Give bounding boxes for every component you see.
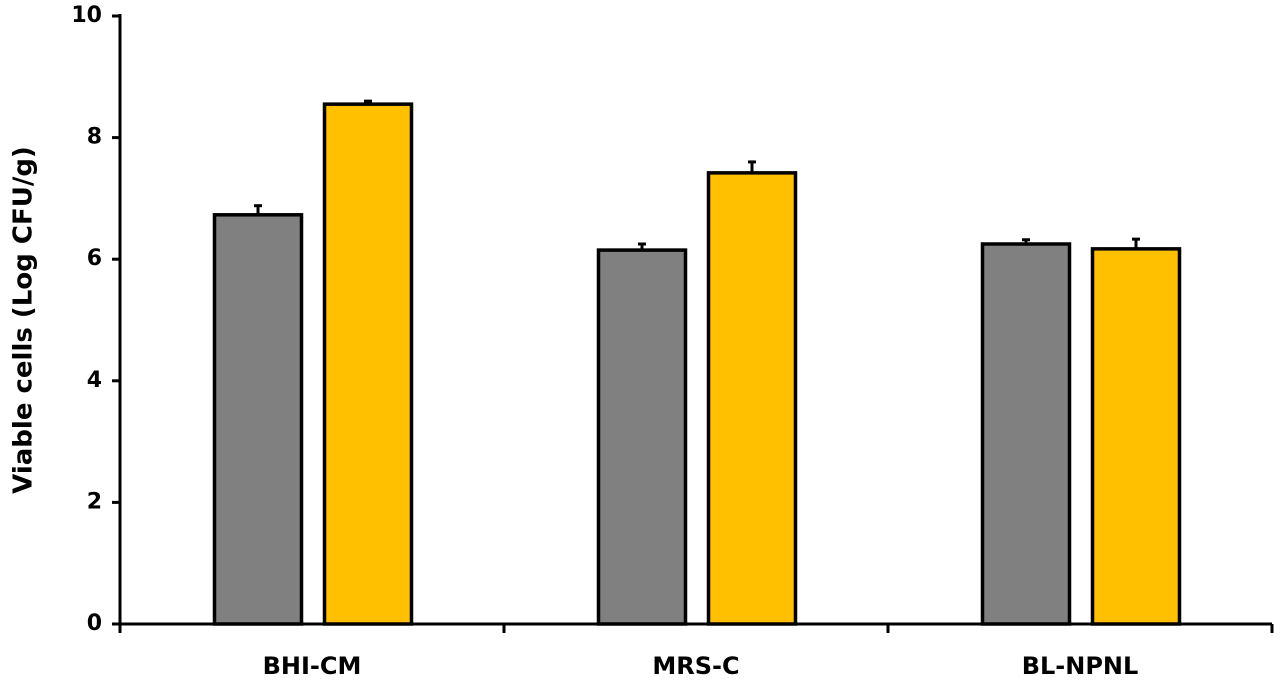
- bar: [706, 171, 798, 626]
- y-tick-label: 4: [87, 368, 102, 393]
- bar: [322, 102, 414, 626]
- y-tick-label: 8: [87, 125, 102, 150]
- bar: [596, 248, 688, 626]
- x-tick-label: MRS-C: [652, 652, 739, 680]
- bar: [980, 242, 1072, 626]
- y-tick-label: 0: [87, 611, 102, 636]
- y-tick-label: 2: [87, 489, 102, 514]
- bar: [212, 213, 304, 626]
- bar: [1090, 247, 1182, 626]
- x-tick-label: BL-NPNL: [1022, 652, 1139, 680]
- y-axis-label: Viable cells (Log CFU/g): [9, 146, 39, 494]
- x-tick-label: BHI-CM: [263, 652, 362, 680]
- y-tick-label: 10: [71, 3, 102, 28]
- y-tick-label: 6: [87, 246, 102, 271]
